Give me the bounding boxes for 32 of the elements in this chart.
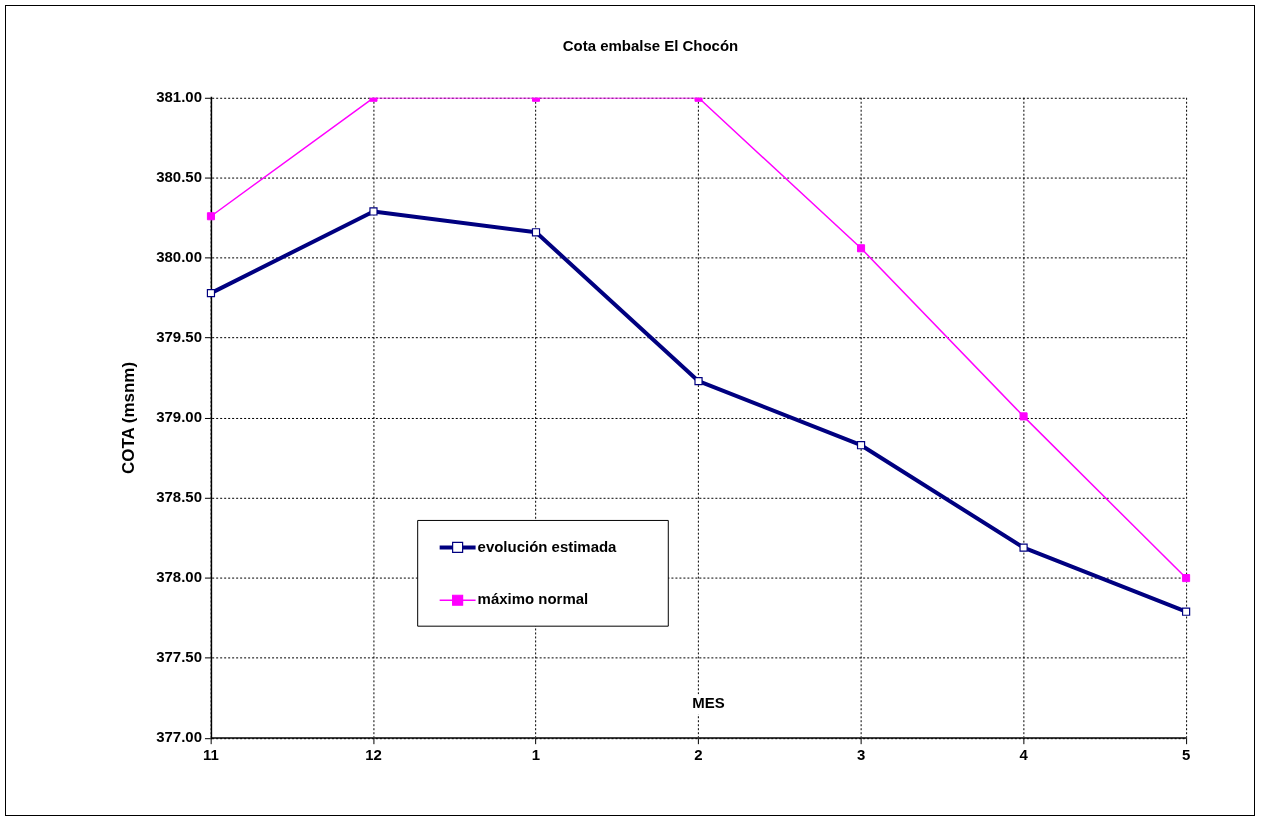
- point: [206, 288, 216, 298]
- y-tick-label: 378.00: [156, 568, 202, 586]
- y-tick-label: 379.50: [156, 328, 202, 346]
- point: [857, 244, 866, 253]
- x-tick-label: 4: [1019, 746, 1029, 764]
- y-tick-label: 377.50: [156, 648, 202, 666]
- x-tick-label: 1: [531, 746, 541, 764]
- y-axis-title: COTA (msnm): [118, 361, 138, 474]
- point: [1019, 543, 1028, 552]
- y-tick-label: 379.00: [156, 408, 202, 426]
- point: [1182, 574, 1191, 583]
- point: [1019, 412, 1028, 421]
- legend-label: evolución estimada: [477, 537, 618, 555]
- x-tick-label: 12: [365, 746, 382, 764]
- x-tick-label: 5: [1181, 746, 1191, 764]
- x-tick-label: 3: [856, 746, 866, 764]
- point: [206, 212, 215, 221]
- x-tick-label: 11: [203, 746, 219, 764]
- point: [856, 441, 866, 450]
- x-axis-title: MES: [692, 694, 725, 712]
- point: [531, 228, 541, 237]
- x-tick-label: 2: [694, 746, 703, 764]
- y-tick-label: 381.00: [156, 87, 202, 105]
- y-tick-label: 380.50: [156, 167, 202, 185]
- chart-title: Cota embalse El Chocón: [562, 37, 739, 55]
- y-tick-label: 377.00: [156, 728, 202, 746]
- y-tick-label: 380.00: [156, 248, 202, 266]
- point: [694, 377, 703, 386]
- point: [369, 207, 378, 216]
- point: [1181, 607, 1191, 616]
- y-tick-label: 378.50: [156, 488, 202, 506]
- legend-label: máximo normal: [477, 590, 589, 608]
